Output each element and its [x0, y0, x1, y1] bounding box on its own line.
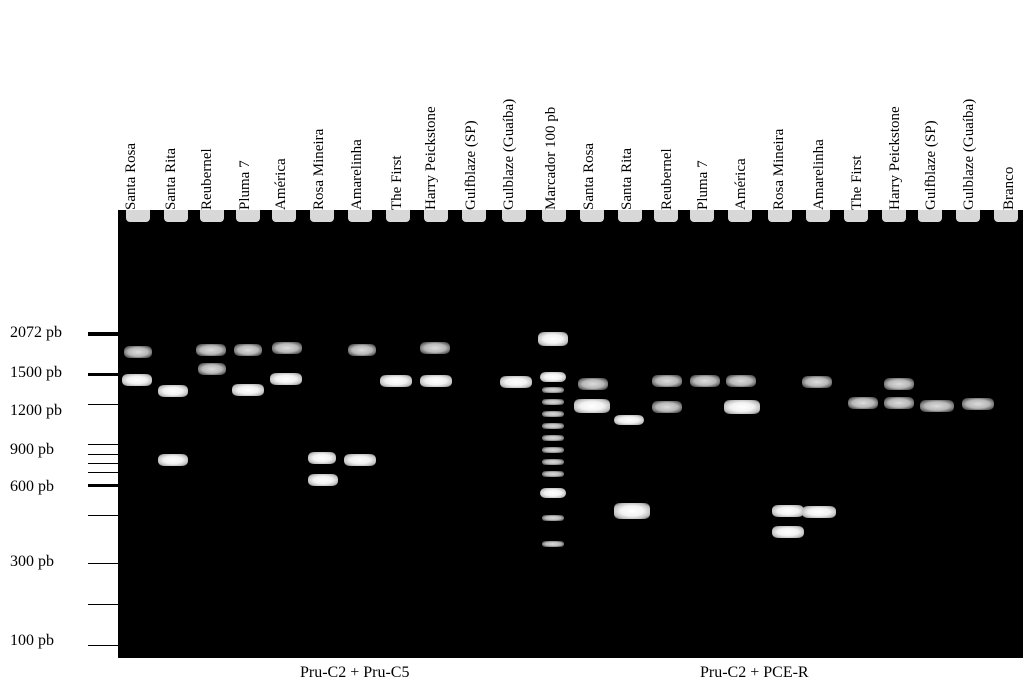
lane-label: Pluma 7: [695, 160, 711, 210]
lane-label: Gulblaze (Guaíba): [961, 98, 977, 210]
lane-label: Pluma 7: [237, 160, 253, 210]
lane-label: Reubernel: [659, 148, 675, 210]
marker-tick: [88, 444, 118, 445]
marker-tick: [88, 645, 118, 646]
gel-image: [118, 210, 1023, 658]
lane-label: Gulblaze (Guaíba): [501, 98, 517, 210]
marker-tick: [88, 472, 118, 473]
lane-label: Santa Rita: [619, 147, 635, 210]
marker-tick: [88, 454, 118, 455]
lane-label: América: [273, 158, 289, 210]
group-label-1: Pru-C2 + Pru-C5: [300, 664, 410, 681]
lane-label: The First: [389, 155, 405, 210]
marker-label: 300 pb: [10, 553, 54, 570]
group-label-2: Pru-C2 + PCE-R: [700, 664, 809, 681]
lane-label: Reubernel: [199, 148, 215, 210]
marker-label: 900 pb: [10, 441, 54, 458]
lane-label: The First: [849, 155, 865, 210]
lane-label: Amarelinha: [349, 139, 365, 210]
lane-label: Santa Rosa: [581, 142, 597, 210]
marker-tick: [88, 484, 118, 487]
lane-label: Amarelinha: [811, 139, 827, 210]
marker-tick: [88, 604, 118, 605]
marker-label: 1200 pb: [10, 402, 62, 419]
marker-label: 600 pb: [10, 478, 54, 495]
marker-tick: [88, 404, 118, 405]
lane-label: Gulfblaze (SP): [463, 120, 479, 210]
marker-tick: [88, 332, 118, 336]
marker-tick: [88, 373, 118, 376]
lane-label: Rosa Mineira: [771, 128, 787, 210]
lane-label: Santa Rita: [163, 147, 179, 210]
marker-tick: [88, 515, 118, 516]
lane-label: Gulfblaze (SP): [923, 120, 939, 210]
marker-tick: [88, 563, 118, 564]
lane-label: Rosa Mineira: [311, 128, 327, 210]
marker-label: 2072 pb: [10, 324, 62, 341]
marker-label: 100 pb: [10, 632, 54, 649]
lane-label: Branco: [1001, 166, 1017, 210]
lane-label: Santa Rosa: [123, 142, 139, 210]
lane-label: América: [733, 158, 749, 210]
marker-tick: [88, 463, 118, 464]
lane-label: Harry Peickstone: [423, 106, 439, 210]
lane-label: Marcador 100 pb: [543, 106, 559, 210]
marker-label: 1500 pb: [10, 364, 62, 381]
lane-label: Harry Peickstone: [887, 106, 903, 210]
